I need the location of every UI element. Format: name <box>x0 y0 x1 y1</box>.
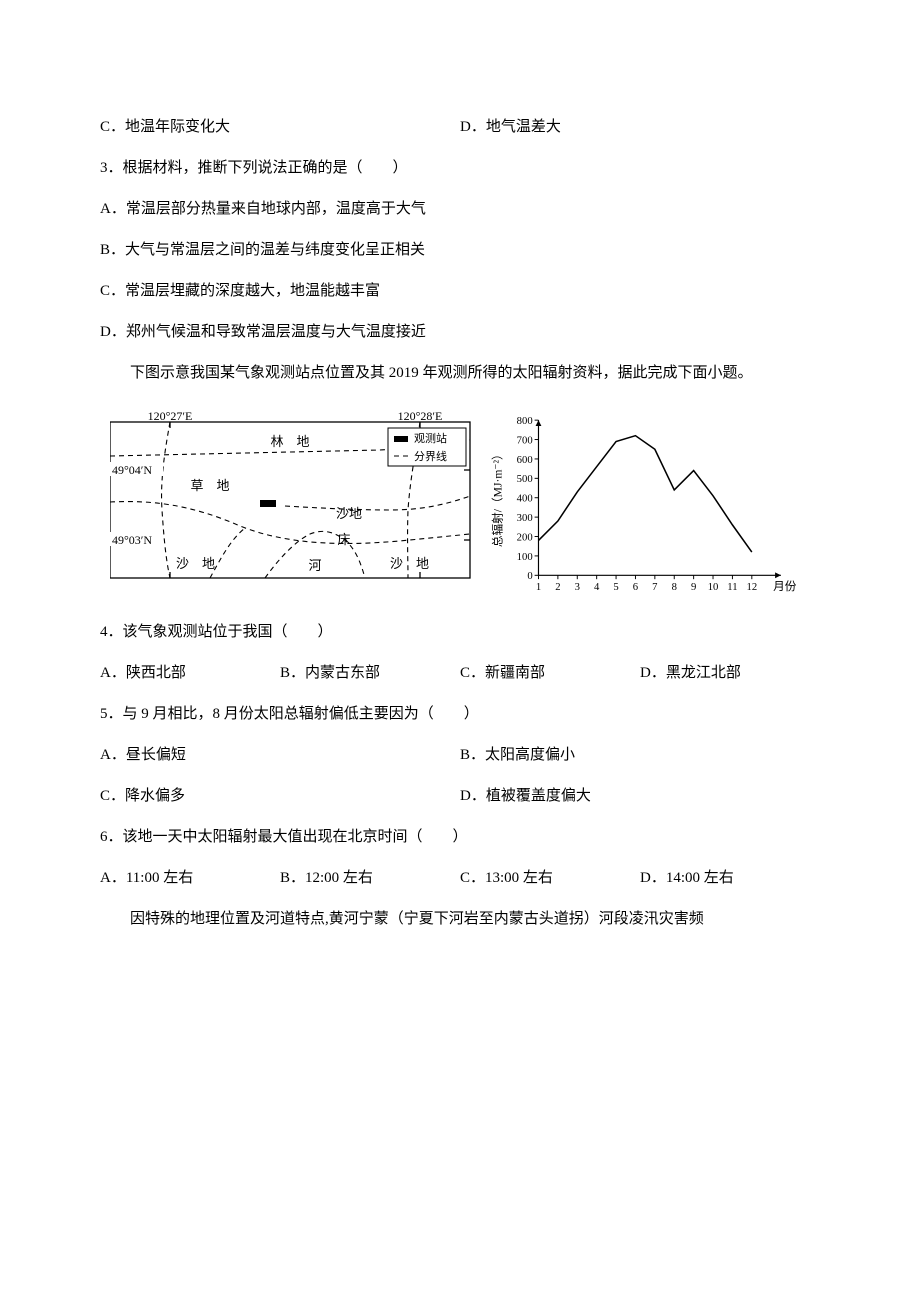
q6-option-a: A．11:00 左右 <box>100 865 280 892</box>
svg-text:700: 700 <box>517 435 533 446</box>
q5-option-a: A．昼长偏短 <box>100 742 460 769</box>
svg-text:400: 400 <box>517 494 533 505</box>
svg-text:沙 地: 沙 地 <box>390 556 429 571</box>
q4-option-a: A．陕西北部 <box>100 660 280 687</box>
passage-4-6: 下图示意我国某气象观测站点位置及其 2019 年观测所得的太阳辐射资料，据此完成… <box>100 360 820 387</box>
svg-text:120°28′E: 120°28′E <box>398 409 443 423</box>
svg-text:49°04′N: 49°04′N <box>112 463 152 477</box>
svg-text:4: 4 <box>594 582 600 593</box>
svg-text:6: 6 <box>633 582 639 593</box>
svg-text:9: 9 <box>691 582 696 593</box>
svg-text:分界线: 分界线 <box>414 449 447 463</box>
q4-option-b: B．内蒙古东部 <box>280 660 460 687</box>
q6-option-d: D．14:00 左右 <box>640 865 820 892</box>
svg-text:200: 200 <box>517 532 533 543</box>
svg-text:草 地: 草 地 <box>190 478 229 493</box>
svg-text:沙 地: 沙 地 <box>176 556 215 571</box>
svg-text:100: 100 <box>517 552 533 563</box>
q5-options-ab: A．昼长偏短 B．太阳高度偏小 <box>100 742 820 769</box>
q6-option-c: C．13:00 左右 <box>460 865 640 892</box>
svg-text:床: 床 <box>337 532 350 547</box>
svg-text:8: 8 <box>672 582 677 593</box>
q3-option-b: B．大气与常温层之间的温差与纬度变化呈正相关 <box>100 237 820 264</box>
svg-text:49°03′N: 49°03′N <box>112 533 152 547</box>
q4-option-c: C．新疆南部 <box>460 660 640 687</box>
svg-text:5: 5 <box>613 582 618 593</box>
svg-text:600: 600 <box>517 455 533 466</box>
svg-text:1: 1 <box>536 582 541 593</box>
svg-text:120°27′E: 120°27′E <box>148 409 193 423</box>
q6-stem: 6．该地一天中太阳辐射最大值出现在北京时间（ ） <box>100 824 820 851</box>
q5-option-c: C．降水偏多 <box>100 783 460 810</box>
q3-option-d: D．郑州气候温和导致常温层温度与大气温度接近 <box>100 319 820 346</box>
svg-text:10: 10 <box>708 582 719 593</box>
svg-text:800: 800 <box>517 416 533 427</box>
q5-options-cd: C．降水偏多 D．植被覆盖度偏大 <box>100 783 820 810</box>
q5-stem: 5．与 9 月相比，8 月份太阳总辐射偏低主要因为（ ） <box>100 701 820 728</box>
q2-options-cd: C．地温年际变化大 D．地气温差大 <box>100 114 820 141</box>
svg-text:500: 500 <box>517 474 533 485</box>
q4-options: A．陕西北部 B．内蒙古东部 C．新疆南部 D．黑龙江北部 <box>100 660 820 687</box>
svg-text:11: 11 <box>727 582 737 593</box>
passage-7: 因特殊的地理位置及河道特点,黄河宁蒙（宁夏下河岩至内蒙古头道拐）河段凌汛灾害频 <box>100 906 820 933</box>
radiation-chart: 0100200300400500600700800123456789101112… <box>490 405 810 605</box>
svg-text:观测站: 观测站 <box>414 431 447 445</box>
map-figure: 120°27′E 120°28′E 林 地草 地沙地沙 地 沙 地 床河 观测站分界线 49… <box>110 405 490 605</box>
svg-text:总辐射/（MJ·m⁻²）: 总辐射/（MJ·m⁻²） <box>491 448 505 547</box>
q2-option-c: C．地温年际变化大 <box>100 114 460 141</box>
q2-option-d: D．地气温差大 <box>460 114 820 141</box>
svg-text:7: 7 <box>652 582 658 593</box>
q5-option-d: D．植被覆盖度偏大 <box>460 783 820 810</box>
q4-stem: 4．该气象观测站位于我国（ ） <box>100 619 820 646</box>
q6-option-b: B．12:00 左右 <box>280 865 460 892</box>
q3-option-c: C．常温层埋藏的深度越大，地温能越丰富 <box>100 278 820 305</box>
q4-option-d: D．黑龙江北部 <box>640 660 820 687</box>
svg-text:河: 河 <box>308 558 321 573</box>
q3-stem: 3．根据材料，推断下列说法正确的是（ ） <box>100 155 820 182</box>
q5-option-b: B．太阳高度偏小 <box>460 742 820 769</box>
svg-text:0: 0 <box>527 571 532 582</box>
svg-text:月份: 月份 <box>773 580 797 593</box>
figures-container: 120°27′E120°28′E林 地草 地沙地沙 地沙 地床河观测站分界线49… <box>100 405 820 605</box>
q3-option-a: A．常温层部分热量来自地球内部，温度高于大气 <box>100 196 820 223</box>
svg-text:12: 12 <box>746 582 757 593</box>
svg-text:300: 300 <box>517 513 533 524</box>
svg-text:3: 3 <box>575 582 580 593</box>
q6-options: A．11:00 左右 B．12:00 左右 C．13:00 左右 D．14:00… <box>100 865 820 892</box>
svg-text:2: 2 <box>555 582 560 593</box>
svg-text:林 地: 林 地 <box>270 434 309 449</box>
svg-text:沙地: 沙地 <box>336 506 362 521</box>
